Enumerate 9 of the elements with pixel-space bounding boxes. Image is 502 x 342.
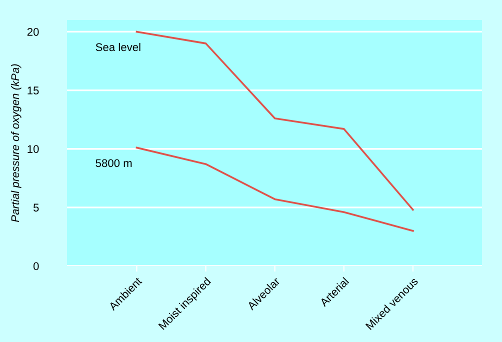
y-tick-label: 0	[33, 262, 39, 270]
y-axis-title: Partial pressure of oxygen (kPa)	[10, 64, 22, 222]
y-tick-label: 5	[33, 204, 39, 212]
series-label: 5800 m	[96, 159, 132, 168]
series-label: Sea level	[96, 42, 140, 52]
y-tick-label: 10	[28, 145, 39, 153]
y-tick-label: 20	[27, 28, 39, 36]
y-tick-label: 15	[28, 86, 39, 94]
line-series	[136, 146, 414, 232]
